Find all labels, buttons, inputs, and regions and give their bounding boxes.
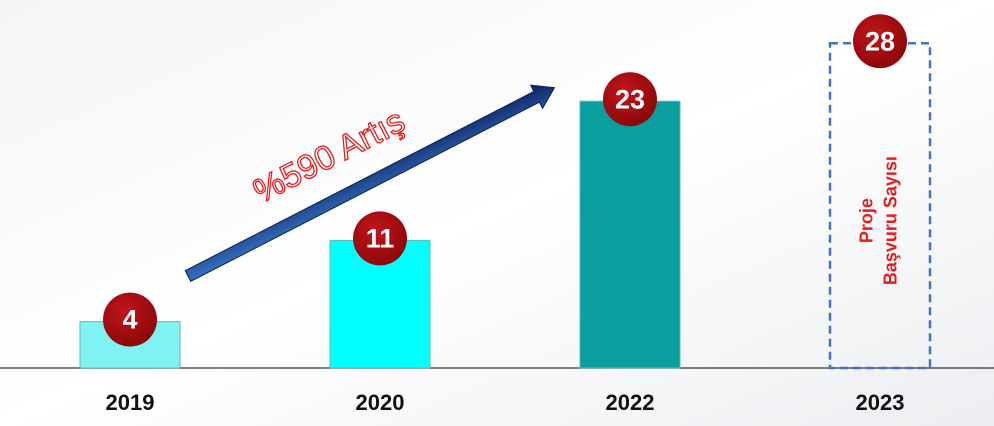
x-tick-label: 2022 — [606, 390, 655, 415]
trend-arrow — [184, 84, 556, 283]
bar — [579, 100, 681, 369]
value-label: 4 — [122, 305, 137, 335]
x-tick-label: 2023 — [856, 390, 905, 415]
bar — [828, 41, 932, 370]
value-badge — [853, 14, 907, 69]
bar-note: Başvuru Sayısı — [881, 156, 901, 285]
value-label: 23 — [615, 84, 645, 114]
bar-note: Proje — [857, 198, 877, 243]
value-badge — [603, 72, 657, 127]
value-badge — [353, 211, 407, 266]
x-tick-label: 2020 — [356, 390, 405, 415]
value-label: 28 — [865, 26, 895, 56]
value-badge — [103, 292, 157, 347]
x-tick-label: 2019 — [106, 390, 155, 415]
value-label: 11 — [366, 224, 395, 254]
